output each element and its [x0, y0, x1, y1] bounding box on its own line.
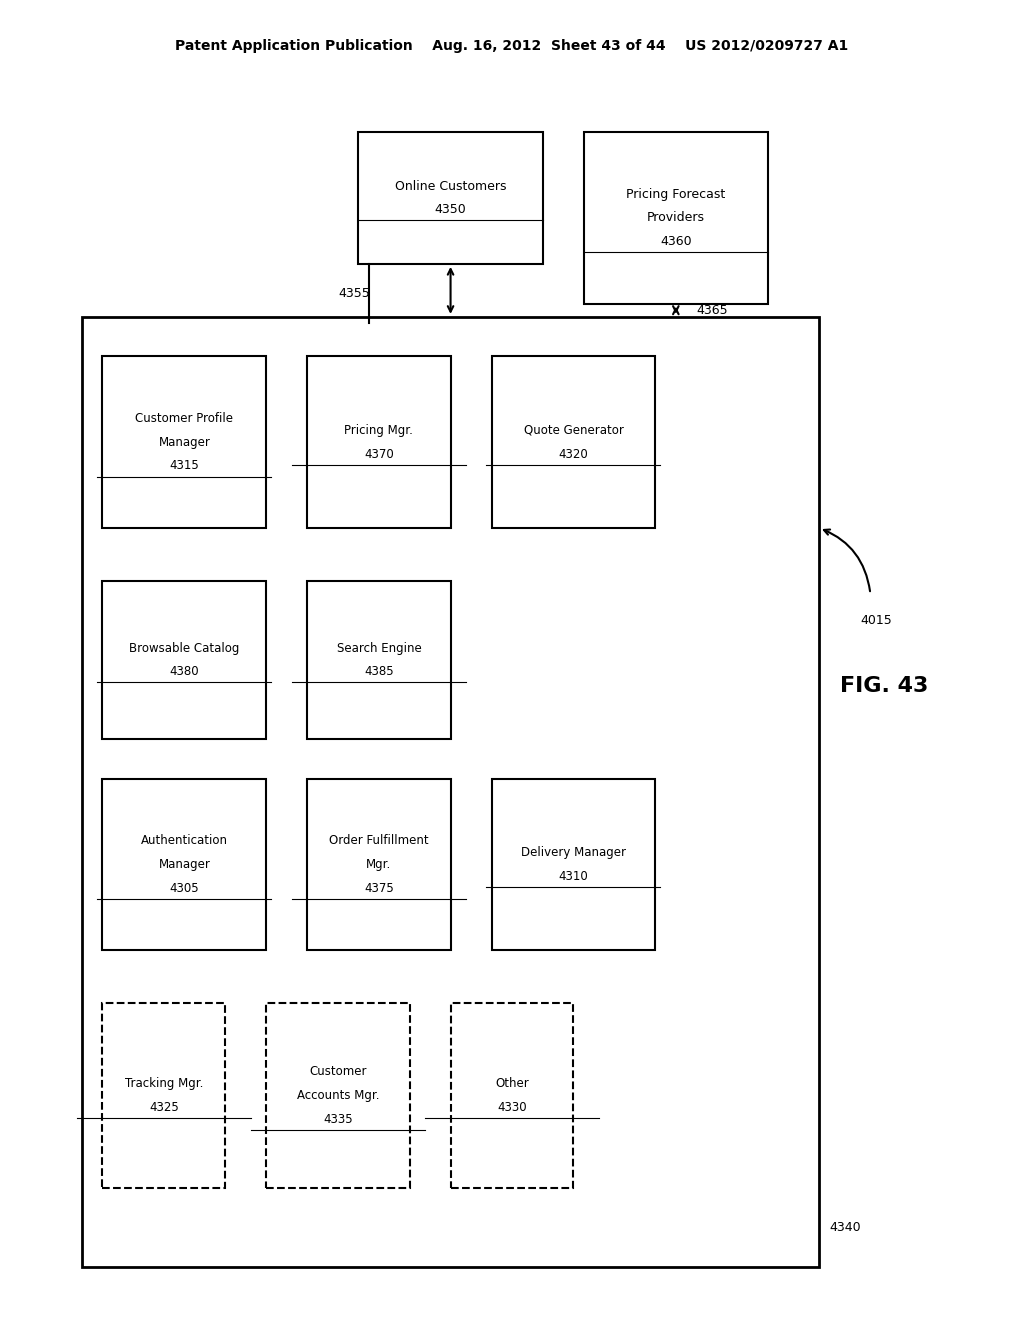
FancyBboxPatch shape — [492, 779, 655, 950]
FancyBboxPatch shape — [82, 317, 819, 1267]
Text: Quote Generator: Quote Generator — [523, 424, 624, 437]
Text: 4350: 4350 — [434, 203, 467, 216]
FancyBboxPatch shape — [102, 356, 266, 528]
FancyBboxPatch shape — [451, 1003, 573, 1188]
Text: Manager: Manager — [159, 858, 210, 871]
FancyBboxPatch shape — [307, 581, 451, 739]
Text: 4335: 4335 — [324, 1113, 352, 1126]
FancyBboxPatch shape — [266, 1003, 410, 1188]
Text: 4305: 4305 — [170, 882, 199, 895]
Text: 4380: 4380 — [170, 665, 199, 678]
Text: 4330: 4330 — [498, 1101, 526, 1114]
Text: 4370: 4370 — [364, 447, 394, 461]
Text: 4375: 4375 — [364, 882, 394, 895]
Text: Other: Other — [496, 1077, 528, 1090]
Text: Providers: Providers — [647, 211, 705, 224]
Text: Online Customers: Online Customers — [395, 180, 506, 193]
Text: Browsable Catalog: Browsable Catalog — [129, 642, 240, 655]
Text: 4320: 4320 — [558, 447, 589, 461]
FancyBboxPatch shape — [492, 356, 655, 528]
Text: Customer: Customer — [309, 1065, 367, 1078]
Text: Tracking Mgr.: Tracking Mgr. — [125, 1077, 203, 1090]
Text: Patent Application Publication    Aug. 16, 2012  Sheet 43 of 44    US 2012/02097: Patent Application Publication Aug. 16, … — [175, 40, 849, 53]
Text: Customer Profile: Customer Profile — [135, 412, 233, 425]
Text: Authentication: Authentication — [141, 834, 227, 847]
FancyBboxPatch shape — [102, 581, 266, 739]
Text: 4315: 4315 — [169, 459, 200, 473]
Text: 4365: 4365 — [696, 304, 728, 317]
Text: 4325: 4325 — [148, 1101, 179, 1114]
Text: Search Engine: Search Engine — [337, 642, 421, 655]
Text: 4340: 4340 — [829, 1221, 861, 1234]
Text: Pricing Mgr.: Pricing Mgr. — [344, 424, 414, 437]
Text: 4385: 4385 — [365, 665, 393, 678]
Text: Accounts Mgr.: Accounts Mgr. — [297, 1089, 379, 1102]
Text: Manager: Manager — [159, 436, 210, 449]
FancyBboxPatch shape — [307, 356, 451, 528]
Text: Pricing Forecast: Pricing Forecast — [627, 187, 725, 201]
FancyBboxPatch shape — [358, 132, 543, 264]
Text: 4015: 4015 — [860, 614, 892, 627]
FancyBboxPatch shape — [584, 132, 768, 304]
Text: 4360: 4360 — [660, 235, 691, 248]
Text: Delivery Manager: Delivery Manager — [521, 846, 626, 859]
Text: Mgr.: Mgr. — [367, 858, 391, 871]
FancyBboxPatch shape — [102, 1003, 225, 1188]
FancyBboxPatch shape — [307, 779, 451, 950]
Text: FIG. 43: FIG. 43 — [840, 676, 928, 697]
Text: 4355: 4355 — [338, 286, 370, 300]
FancyBboxPatch shape — [102, 779, 266, 950]
Text: 4310: 4310 — [558, 870, 589, 883]
Text: Order Fulfillment: Order Fulfillment — [329, 834, 429, 847]
